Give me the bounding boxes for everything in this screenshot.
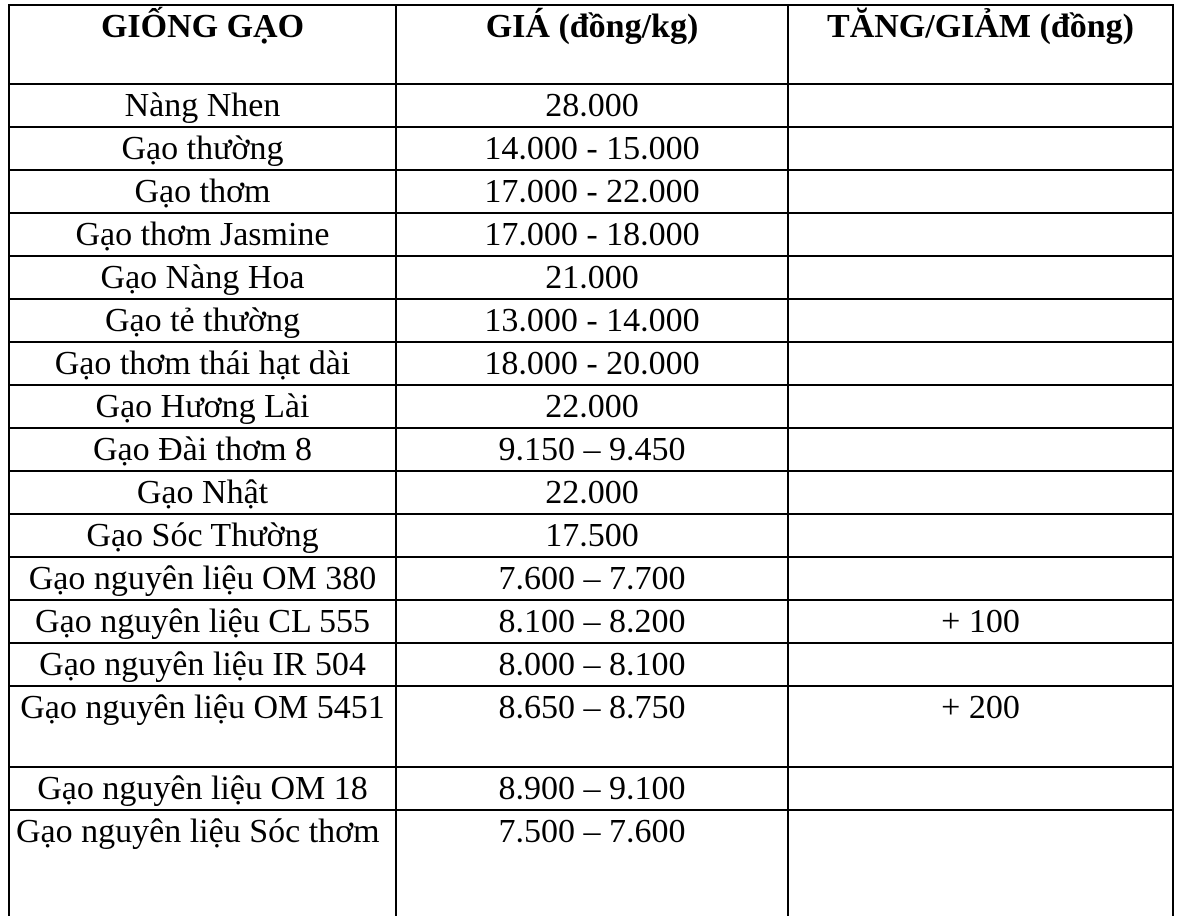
price-cell: 9.150 – 9.450	[395, 427, 789, 472]
header-price: GIÁ (đồng/kg)	[395, 4, 789, 85]
table-row: Gạo nguyên liệu OM 380 7.600 – 7.700	[8, 556, 1174, 601]
table-row: Gạo Hương Lài 22.000	[8, 384, 1174, 429]
variety-cell: Gạo nguyên liệu CL 555	[8, 599, 397, 644]
change-cell	[787, 255, 1174, 300]
variety-cell: Gạo nguyên liệu OM 5451	[8, 685, 397, 768]
change-cell	[787, 384, 1174, 429]
change-cell	[787, 83, 1174, 128]
change-cell: + 100	[787, 599, 1174, 644]
change-cell: + 200	[787, 685, 1174, 768]
variety-cell: Gạo Đài thơm 8	[8, 427, 397, 472]
table-row: Gạo thơm 17.000 - 22.000	[8, 169, 1174, 214]
variety-cell: Gạo nguyên liệu OM 380	[8, 556, 397, 601]
price-cell: 14.000 - 15.000	[395, 126, 789, 171]
table-row: Gạo Nhật 22.000	[8, 470, 1174, 515]
price-cell: 17.500	[395, 513, 789, 558]
table-row: Gạo nguyên liệu OM 5451 8.650 – 8.750 + 20…	[8, 685, 1174, 768]
table-row: Gạo nguyên liệu CL 555 8.100 – 8.200 + 100	[8, 599, 1174, 644]
variety-cell: Gạo thường	[8, 126, 397, 171]
price-cell: 8.900 – 9.100	[395, 766, 789, 811]
variety-cell: Gạo nguyên liệu OM 18	[8, 766, 397, 811]
variety-cell: Gạo Nhật	[8, 470, 397, 515]
variety-cell: Gạo nguyên liệu IR 504	[8, 642, 397, 687]
price-cell: 21.000	[395, 255, 789, 300]
table-row: Gạo Nàng Hoa 21.000	[8, 255, 1174, 300]
variety-cell: Gạo thơm	[8, 169, 397, 214]
price-cell: 28.000	[395, 83, 789, 128]
variety-cell: Gạo Nàng Hoa	[8, 255, 397, 300]
variety-cell: Gạo thơm thái hạt dài	[8, 341, 397, 386]
table-row: Gạo nguyên liệu IR 504 8.000 – 8.100	[8, 642, 1174, 687]
table-row: Gạo nguyên liệu OM 18 8.900 – 9.100	[8, 766, 1174, 811]
change-cell	[787, 513, 1174, 558]
table-row: Gạo thơm Jasmine 17.000 - 18.000	[8, 212, 1174, 257]
change-cell	[787, 642, 1174, 687]
change-cell	[787, 809, 1174, 916]
change-cell	[787, 556, 1174, 601]
table-row: Gạo tẻ thường 13.000 - 14.000	[8, 298, 1174, 343]
change-cell	[787, 766, 1174, 811]
table-row: Gạo thơm thái hạt dài 18.000 - 20.000	[8, 341, 1174, 386]
table-row: Gạo thường 14.000 - 15.000	[8, 126, 1174, 171]
variety-cell: Gạo Hương Lài	[8, 384, 397, 429]
price-cell: 17.000 - 22.000	[395, 169, 789, 214]
change-cell	[787, 126, 1174, 171]
price-cell: 13.000 - 14.000	[395, 298, 789, 343]
price-cell: 22.000	[395, 384, 789, 429]
change-cell	[787, 341, 1174, 386]
price-cell: 17.000 - 18.000	[395, 212, 789, 257]
table-row: Gạo nguyên liệu Sóc thơm 7.500 – 7.600	[8, 809, 1174, 916]
table-row: Gạo Sóc Thường 17.500	[8, 513, 1174, 558]
price-cell: 7.600 – 7.700	[395, 556, 789, 601]
header-change: TĂNG/GIẢM (đồng)	[787, 4, 1174, 85]
rice-price-table: GIỐNG GẠO GIÁ (đồng/kg) TĂNG/GIẢM (đồng)…	[8, 4, 1174, 916]
change-cell	[787, 169, 1174, 214]
table-row: Nàng Nhen 28.000	[8, 83, 1174, 128]
change-cell	[787, 427, 1174, 472]
variety-cell: Gạo Sóc Thường	[8, 513, 397, 558]
header-row: GIỐNG GẠO GIÁ (đồng/kg) TĂNG/GIẢM (đồng)	[8, 4, 1174, 85]
variety-cell: Gạo nguyên liệu Sóc thơm	[8, 809, 397, 916]
change-cell	[787, 212, 1174, 257]
variety-cell: Gạo tẻ thường	[8, 298, 397, 343]
price-cell: 7.500 – 7.600	[395, 809, 789, 916]
variety-cell: Nàng Nhen	[8, 83, 397, 128]
change-cell	[787, 470, 1174, 515]
change-cell	[787, 298, 1174, 343]
variety-cell: Gạo thơm Jasmine	[8, 212, 397, 257]
price-cell: 8.100 – 8.200	[395, 599, 789, 644]
rice-price-table-body: Nàng Nhen 28.000 Gạo thường 14.000 - 15.000…	[8, 83, 1174, 916]
price-cell: 8.000 – 8.100	[395, 642, 789, 687]
price-cell: 18.000 - 20.000	[395, 341, 789, 386]
price-cell: 22.000	[395, 470, 789, 515]
table-row: Gạo Đài thơm 8 9.150 – 9.450	[8, 427, 1174, 472]
header-variety: GIỐNG GẠO	[8, 4, 397, 85]
price-cell: 8.650 – 8.750	[395, 685, 789, 768]
